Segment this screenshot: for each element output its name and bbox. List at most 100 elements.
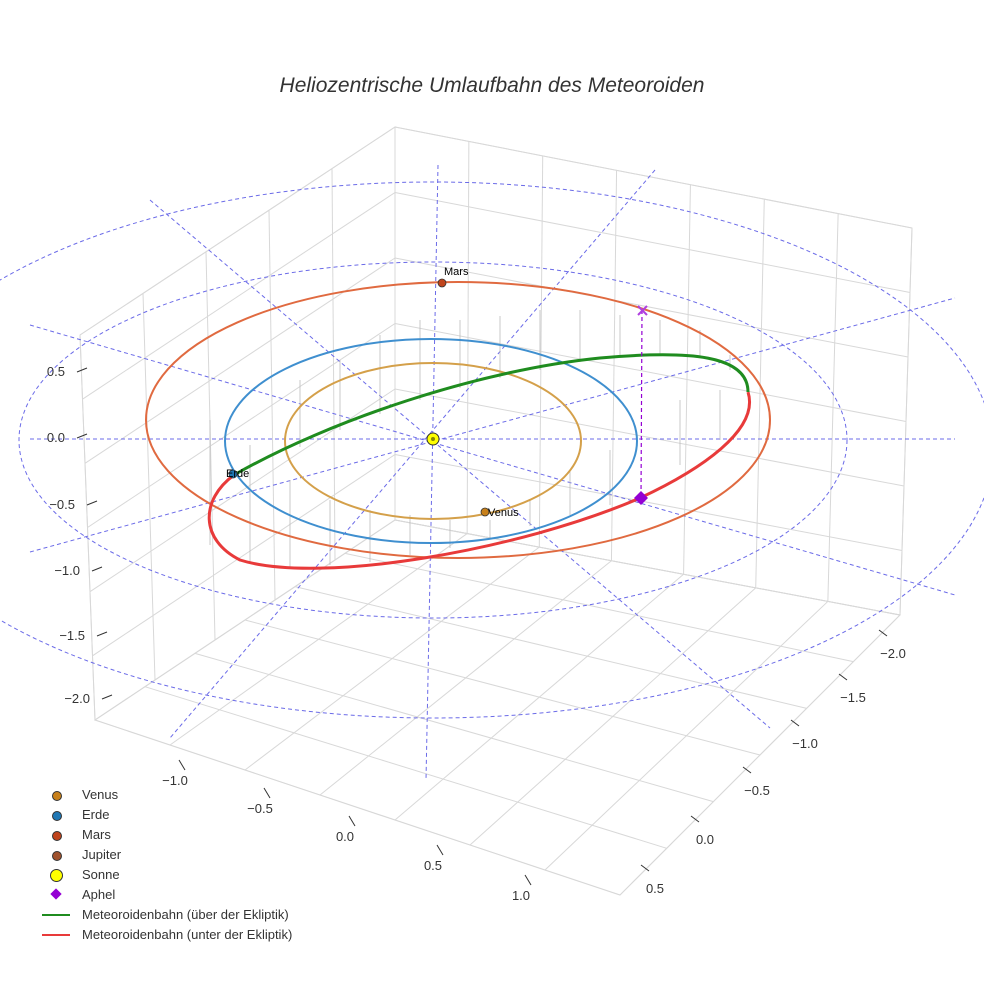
grid-line [244, 619, 761, 756]
grid-line [87, 323, 396, 528]
mars-marker [437, 278, 447, 288]
grid-line [244, 546, 540, 771]
legend-label: Erde [82, 807, 110, 822]
z-tick-mark [101, 694, 113, 700]
y-tick-mark [838, 673, 848, 681]
x-tick-mark [348, 815, 356, 827]
mars-label: Mars [444, 266, 469, 278]
legend-item[interactable]: Erde [38, 805, 292, 825]
x-tick-label: −0.5 [247, 801, 273, 816]
grid-line [469, 587, 757, 846]
grid-line [94, 519, 396, 721]
ref-diagonal [149, 199, 771, 729]
ref-diagonal [169, 169, 656, 739]
z-tick-mark [91, 566, 103, 572]
ref-vertical [425, 164, 439, 781]
grid-line [319, 560, 612, 796]
legend-symbol [38, 845, 78, 865]
x-tick-mark [263, 787, 271, 799]
y-tick-mark [878, 629, 888, 637]
x-tick-mark [436, 844, 444, 856]
legend-label: Venus [82, 787, 119, 802]
venus-label: Venus [488, 507, 519, 519]
meteoroid-orbit-above [233, 353, 750, 477]
z-axis-ticks: 0.5 0.0 −0.5 −1.0 −1.5 −2.0 [47, 364, 113, 706]
drop-lines [209, 310, 731, 568]
y-tick-mark [640, 864, 650, 872]
grid-line [94, 719, 621, 896]
erde-label: Erde [226, 468, 249, 480]
grid-line [394, 388, 905, 487]
z-tick-label: −2.0 [64, 691, 90, 706]
meteoroid-orbit-below [207, 391, 751, 570]
x-tick-label: 0.0 [336, 829, 354, 844]
x-tick-label: 1.0 [512, 888, 530, 903]
grid-line [394, 454, 903, 551]
legend-symbol [38, 865, 78, 885]
x-tick-label: 0.5 [424, 858, 442, 873]
ref-ellipse-inner [18, 261, 848, 619]
grid-line [394, 192, 911, 293]
z-tick-label: −1.0 [54, 563, 80, 578]
legend-label: Meteoroidenbahn (über der Ekliptik) [82, 907, 289, 922]
grid-line [169, 533, 468, 746]
z-tick-label: −1.5 [59, 628, 85, 643]
z-tick-mark [76, 367, 88, 373]
ref-ellipse-outer [0, 181, 984, 719]
legend-item[interactable]: Venus [38, 785, 292, 805]
y-tick-label: 0.0 [696, 832, 714, 847]
grid-line [79, 126, 396, 336]
aphel-projection [640, 309, 643, 499]
grid-detail [79, 126, 913, 896]
grid-line [144, 686, 667, 849]
y-tick-mark [690, 815, 700, 823]
legend-item[interactable]: Sonne [38, 865, 292, 885]
legend-symbol [38, 825, 78, 845]
x-tick-mark [524, 874, 532, 886]
legend-item[interactable]: Jupiter [38, 845, 292, 865]
legend-item[interactable]: Mars [38, 825, 292, 845]
legend-symbol [38, 785, 78, 805]
venus-marker [480, 507, 490, 517]
z-tick-label: 0.5 [47, 364, 65, 379]
grid-line [194, 652, 714, 803]
grid-line [394, 323, 907, 422]
z-tick-mark [76, 433, 88, 439]
grid-line [619, 614, 901, 896]
legend-label: Aphel [82, 887, 116, 902]
z-tick-label: −0.5 [49, 497, 75, 512]
aphel-cross-marker [637, 305, 648, 316]
z-tick-mark [96, 631, 108, 637]
grid-lines [79, 126, 913, 896]
grid-line [394, 126, 913, 229]
y-tick-label: −1.0 [792, 736, 818, 751]
y-tick-label: −1.5 [840, 690, 866, 705]
legend-label: Jupiter [82, 847, 122, 862]
aphel-marker [634, 491, 648, 505]
grid-line [92, 454, 396, 657]
legend-symbol [38, 925, 78, 945]
legend-symbol [38, 905, 78, 925]
legend-label: Sonne [82, 867, 120, 882]
y-tick-label: −0.5 [744, 783, 770, 798]
x-tick-label: −1.0 [162, 773, 188, 788]
mars-orbit [145, 281, 771, 559]
legend-item[interactable]: Meteoroidenbahn (über der Ekliptik) [38, 905, 292, 925]
z-tick-label: 0.0 [47, 430, 65, 445]
grid-line [82, 192, 396, 400]
x-tick-mark [178, 759, 186, 771]
grid-line [394, 519, 901, 616]
legend-label: Mars [82, 827, 111, 842]
grid-line [394, 573, 684, 821]
erde-orbit [224, 338, 638, 544]
legend-item[interactable]: Aphel [38, 885, 292, 905]
grid-line [544, 601, 829, 871]
chart-title: Heliozentrische Umlaufbahn des Meteoroid… [279, 74, 705, 97]
grid-line [394, 257, 909, 358]
y-tick-label: −2.0 [880, 646, 906, 661]
y-axis-ticks: −2.0 −1.5 −1.0 −0.5 0.0 0.5 [640, 629, 906, 896]
legend-item[interactable]: Meteoroidenbahn (unter der Ekliptik) [38, 925, 292, 945]
sun-core [431, 437, 435, 441]
reference-lines [0, 164, 984, 781]
erde-marker [228, 469, 238, 479]
